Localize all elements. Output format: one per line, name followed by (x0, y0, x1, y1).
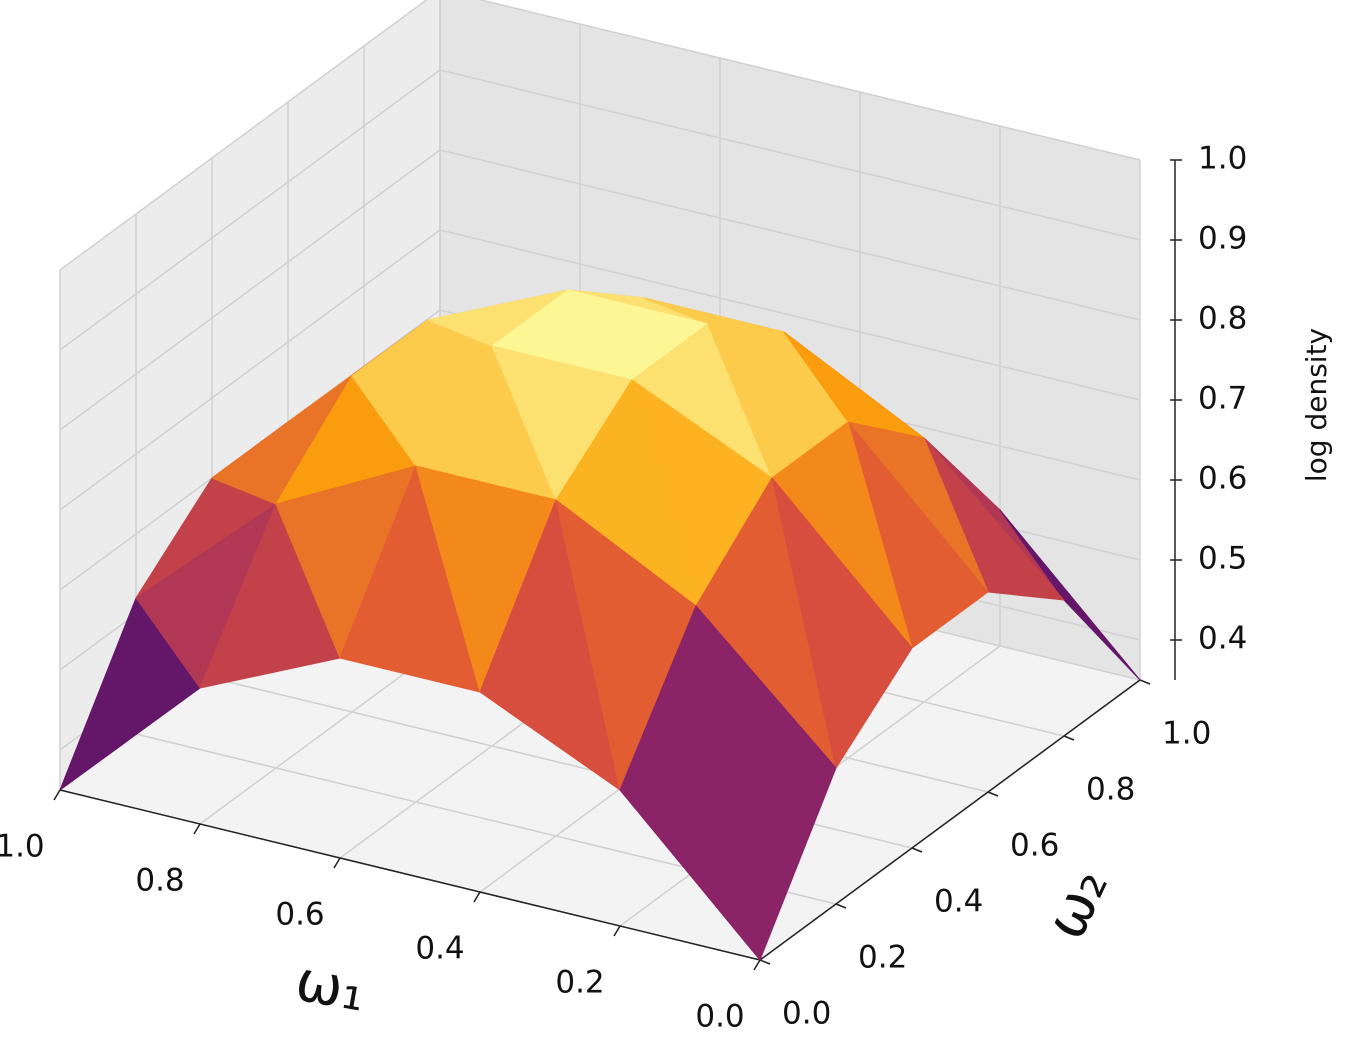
z-tick-label: 0.8 (1198, 301, 1247, 337)
y-tick (1063, 735, 1075, 741)
x-tick-label: 0.4 (415, 931, 464, 967)
grid-line (439, 229, 1141, 401)
y-tick-label: 0.4 (934, 884, 983, 920)
x-axis-label: ω₁ (291, 949, 371, 1025)
grid-line (59, 69, 441, 351)
x-tick (473, 891, 481, 903)
y-tick-label: 0.6 (1010, 828, 1059, 864)
surface-facet (695, 605, 837, 961)
z-axis-label: log density (1300, 328, 1333, 482)
y-tick (1139, 679, 1151, 685)
y-tick (835, 903, 847, 909)
x-tick (193, 823, 201, 835)
grid-line (439, 69, 1141, 241)
x-tick-label: 0.8 (135, 863, 184, 899)
z-tick-label: 1.0 (1198, 141, 1247, 177)
y-tick-label: 0.2 (858, 940, 907, 976)
y-axis-line (759, 679, 1141, 961)
x-tick (613, 925, 621, 937)
x-tick-label: 0.0 (695, 999, 744, 1035)
y-axis-label: ω₂ (1033, 858, 1121, 948)
surface-facet (999, 509, 1141, 681)
x-axis-line (59, 789, 761, 961)
x-tick-label: 0.2 (555, 965, 604, 1001)
grid-line (477, 0, 1141, 161)
z-tick-label: 0.5 (1198, 541, 1247, 577)
x-tick (753, 959, 761, 971)
y-tick (759, 959, 771, 965)
x-tick (333, 857, 341, 869)
grid-line (59, 229, 441, 511)
grid-line (439, 149, 1141, 321)
surface-facet (771, 477, 913, 769)
y-tick (987, 791, 999, 797)
z-tick-label: 0.4 (1198, 621, 1247, 657)
z-tick-label: 0.9 (1198, 221, 1247, 257)
grid-line (59, 149, 441, 431)
y-tick (911, 847, 923, 853)
x-tick-label: 0.6 (275, 897, 324, 933)
y-tick-label: 0.8 (1086, 772, 1135, 808)
x-tick-label: 1.0 (0, 829, 45, 865)
y-tick-label: 1.0 (1162, 716, 1211, 752)
y-tick-label: 0.0 (782, 996, 831, 1032)
z-tick-label: 0.6 (1198, 461, 1247, 497)
z-tick-label: 0.7 (1198, 381, 1247, 417)
grid-line (59, 0, 428, 271)
x-tick (53, 789, 61, 801)
